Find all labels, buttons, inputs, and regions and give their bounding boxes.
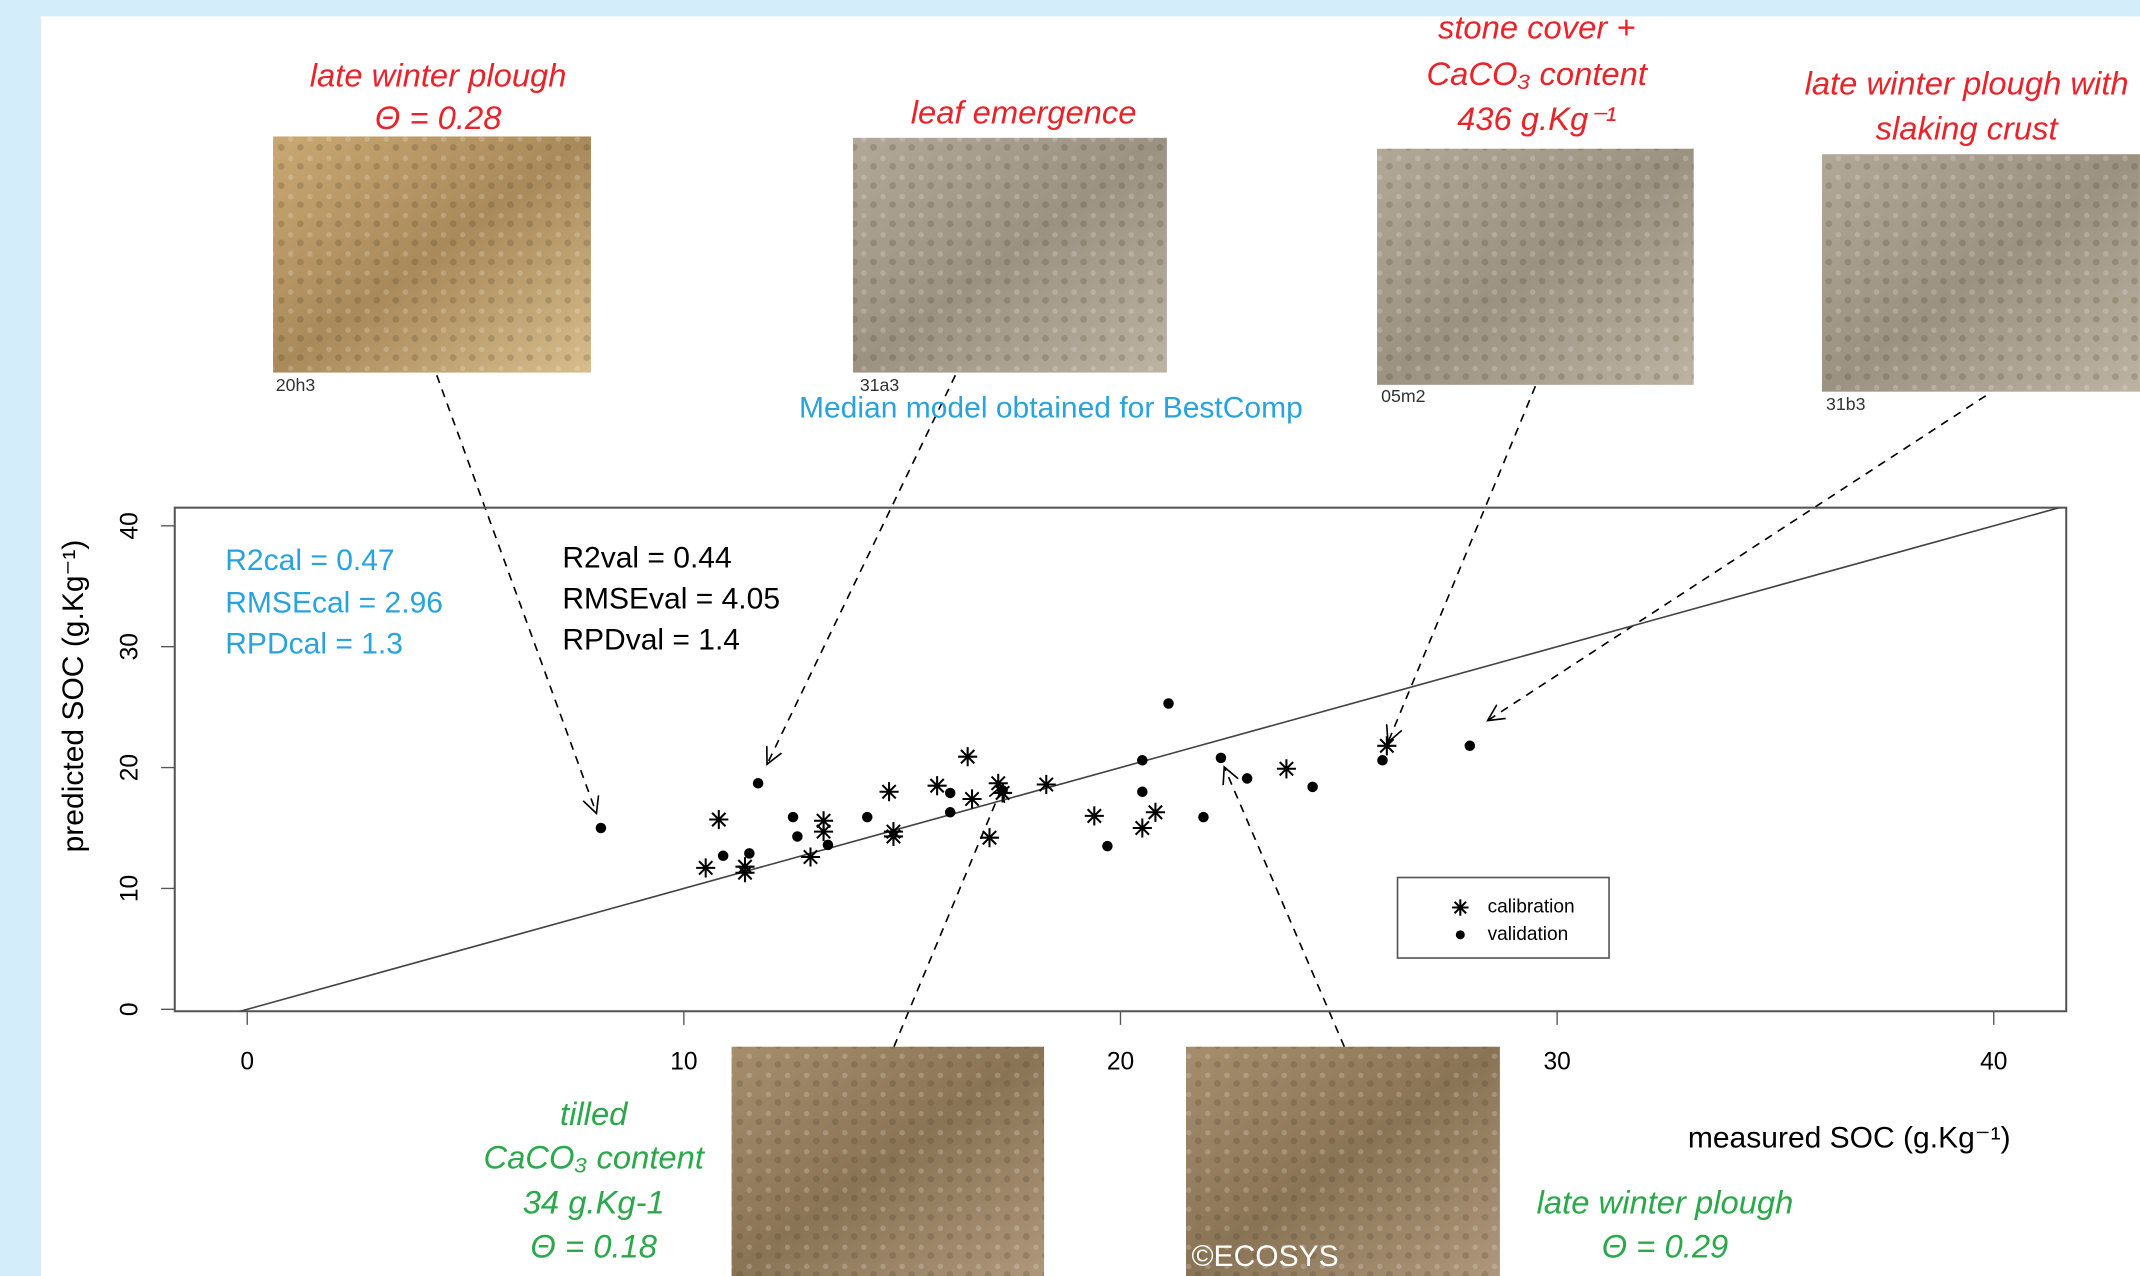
data-point (823, 840, 834, 851)
photo-caption: CaCO₃ content (483, 1139, 705, 1176)
data-point (718, 851, 729, 862)
data-point (1377, 755, 1388, 766)
photo-caption: 436 g.Kg⁻¹ (1457, 100, 1616, 137)
photo-caption: late winter plough with (1805, 65, 2129, 102)
y-axis-label: predicted SOC (g.Kg⁻¹) (57, 540, 90, 853)
x-tick-label: 10 (670, 1049, 697, 1076)
legend-marker (1456, 930, 1465, 939)
data-point (1137, 786, 1148, 797)
data-point (788, 812, 799, 823)
data-point (1137, 755, 1148, 766)
data-point (962, 789, 981, 808)
x-tick-label: 40 (1980, 1049, 2007, 1076)
data-point (1242, 773, 1253, 784)
photo-texture (732, 1047, 1045, 1276)
photo-caption: stone cover + (1438, 9, 1636, 46)
data-point (792, 831, 803, 842)
photo-caption: late winter plough (1537, 1184, 1794, 1221)
photo-caption: Θ = 0.28 (375, 99, 502, 136)
photo-caption: Θ = 0.18 (530, 1227, 657, 1264)
y-tick-label: 20 (117, 754, 144, 781)
photo-caption: leaf emergence (911, 93, 1137, 130)
data-point (596, 823, 607, 834)
data-point (945, 788, 956, 799)
photo-id: 31b3 (1826, 394, 1866, 414)
photo-id: 20h3 (276, 375, 316, 395)
data-point (862, 812, 873, 823)
y-tick-label: 0 (117, 1002, 144, 1016)
data-point (814, 822, 833, 841)
data-point (1163, 698, 1174, 709)
stat-text: R2val = 0.44 (562, 541, 731, 574)
legend-label: validation (1488, 924, 1569, 945)
y-tick-label: 30 (117, 633, 144, 660)
data-point (1216, 753, 1227, 764)
subtitle: Median model obtained for BestComp (799, 391, 1303, 424)
data-point (1198, 812, 1209, 823)
stat-text: RPDval = 1.4 (562, 623, 740, 656)
x-tick-label: 0 (240, 1049, 254, 1076)
data-point (744, 848, 755, 859)
data-point (945, 807, 956, 818)
legend-label: calibration (1488, 897, 1575, 918)
chart: late winter plough Θ = 0.28 20h3 leaf emerg… (0, 0, 2140, 1276)
data-point (997, 785, 1008, 796)
data-point (980, 828, 999, 847)
photo-caption: late winter plough (310, 56, 567, 93)
y-tick-label: 10 (117, 875, 144, 902)
legend-box (1398, 878, 1610, 959)
stat-text: RMSEcal = 2.96 (225, 587, 443, 620)
data-point (1307, 782, 1318, 793)
photo-caption: slaking crust (1876, 110, 2060, 147)
photo-texture (273, 136, 591, 372)
data-point (958, 747, 977, 766)
photo-caption: tilled (560, 1095, 629, 1132)
data-point (709, 810, 728, 829)
stat-text: R2cal = 0.47 (225, 544, 394, 577)
photo-texture (1822, 154, 2140, 391)
data-point (1465, 741, 1476, 752)
photo-caption: 34 g.Kg-1 (523, 1184, 665, 1221)
photo-caption: Θ = 0.29 (1602, 1227, 1729, 1264)
data-point (1102, 841, 1113, 852)
x-tick-label: 30 (1543, 1049, 1570, 1076)
y-tick-label: 40 (117, 512, 144, 539)
x-tick-label: 20 (1107, 1049, 1134, 1076)
data-point (696, 858, 715, 877)
photo-caption: CaCO₃ content (1426, 55, 1648, 92)
photo-texture (1377, 149, 1694, 385)
stat-text: RPDcal = 1.3 (225, 627, 403, 660)
data-point (753, 778, 764, 789)
data-point (884, 827, 903, 846)
photo-id: 05m2 (1381, 386, 1425, 406)
photo-texture (853, 138, 1167, 373)
stat-text: RMSEval = 4.05 (562, 582, 780, 615)
x-axis-label: measured SOC (g.Kg⁻¹) (1688, 1121, 2011, 1154)
credit: ©ECOSYS (1191, 1240, 1338, 1273)
